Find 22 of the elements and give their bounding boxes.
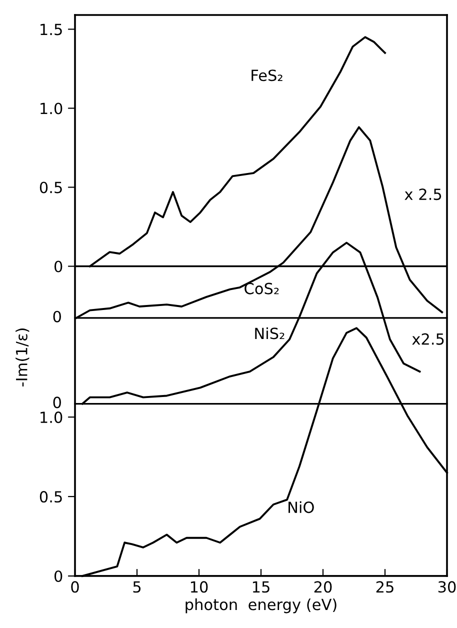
x-tick-label: 10 bbox=[190, 581, 208, 593]
y-tick-label: 0 bbox=[54, 260, 62, 272]
y-tick-label: 1.5 bbox=[40, 24, 62, 36]
annotation: x2.5 bbox=[412, 333, 444, 345]
y-tick-label: 1.0 bbox=[40, 412, 62, 424]
series-label: NiO bbox=[288, 501, 314, 514]
x-tick-label: 30 bbox=[438, 581, 456, 593]
series-label: CoS₂ bbox=[244, 282, 279, 294]
x-tick-label: 0 bbox=[71, 581, 79, 593]
series-label: NiS₂ bbox=[255, 327, 284, 340]
y-tick-label: 0 bbox=[54, 570, 62, 582]
x-axis-title: photon energy (eV) bbox=[186, 598, 336, 614]
x-tick-label: 5 bbox=[133, 581, 141, 593]
text: FeS₂ bbox=[252, 70, 282, 82]
y-tick-label: 0.5 bbox=[40, 491, 62, 503]
y-tick-label: 0.5 bbox=[40, 182, 62, 194]
annotation: x 2.5 bbox=[404, 188, 442, 200]
y-tick-label: 1.0 bbox=[40, 102, 62, 114]
y-axis-title: -Im(1/ε) bbox=[16, 328, 30, 386]
x-tick-label: 20 bbox=[314, 581, 332, 593]
x-tick-label: 25 bbox=[376, 581, 394, 593]
x-tick-label: 15 bbox=[252, 581, 270, 593]
